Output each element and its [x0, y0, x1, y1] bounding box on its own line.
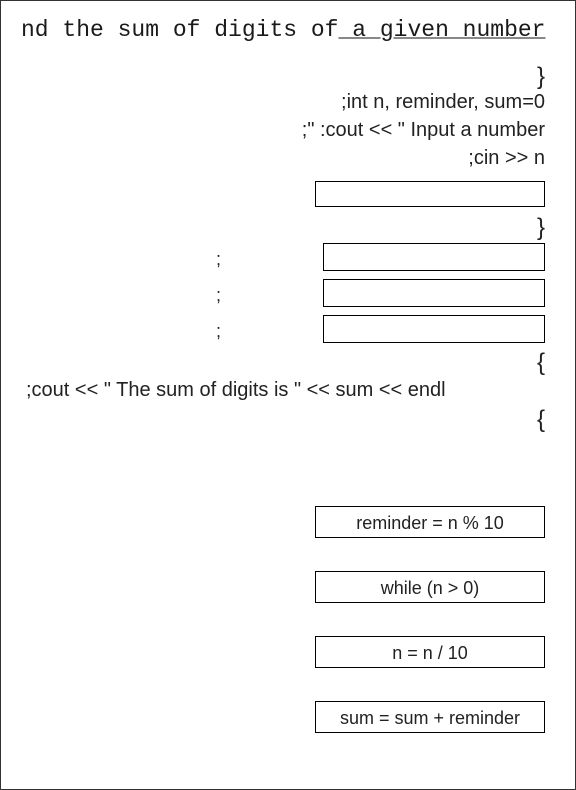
- answer-option-3[interactable]: n = n / 10: [315, 636, 545, 668]
- code-brace-open-1: {: [537, 349, 545, 377]
- code-brace-close-2: }: [537, 214, 545, 242]
- answer-option-2[interactable]: while (n > 0): [315, 571, 545, 603]
- drop-target-2[interactable]: [323, 243, 545, 271]
- code-line-declare: ;int n, reminder, sum=0: [341, 91, 545, 114]
- code-line-cout-input: ;" :cout << " Input a number: [302, 119, 545, 142]
- answer-option-4[interactable]: sum = sum + reminder: [315, 701, 545, 733]
- answer-option-1[interactable]: reminder = n % 10: [315, 506, 545, 538]
- code-semi-2: ;: [216, 285, 221, 306]
- title-part1: nd the sum of digits of: [21, 17, 338, 43]
- drop-target-3[interactable]: [323, 279, 545, 307]
- drop-target-4[interactable]: [323, 315, 545, 343]
- title-part2: a given number: [338, 17, 545, 43]
- code-semi-1: ;: [216, 249, 221, 270]
- code-line-cin: ;cin >> n: [468, 147, 545, 170]
- drop-target-1[interactable]: [315, 181, 545, 207]
- code-brace-close-1: }: [537, 63, 545, 91]
- exercise-title: nd the sum of digits of a given number: [21, 17, 546, 43]
- code-line-cout-sum: ;cout << " The sum of digits is " << sum…: [26, 379, 545, 402]
- code-brace-open-2: {: [537, 406, 545, 434]
- code-semi-3: ;: [216, 321, 221, 342]
